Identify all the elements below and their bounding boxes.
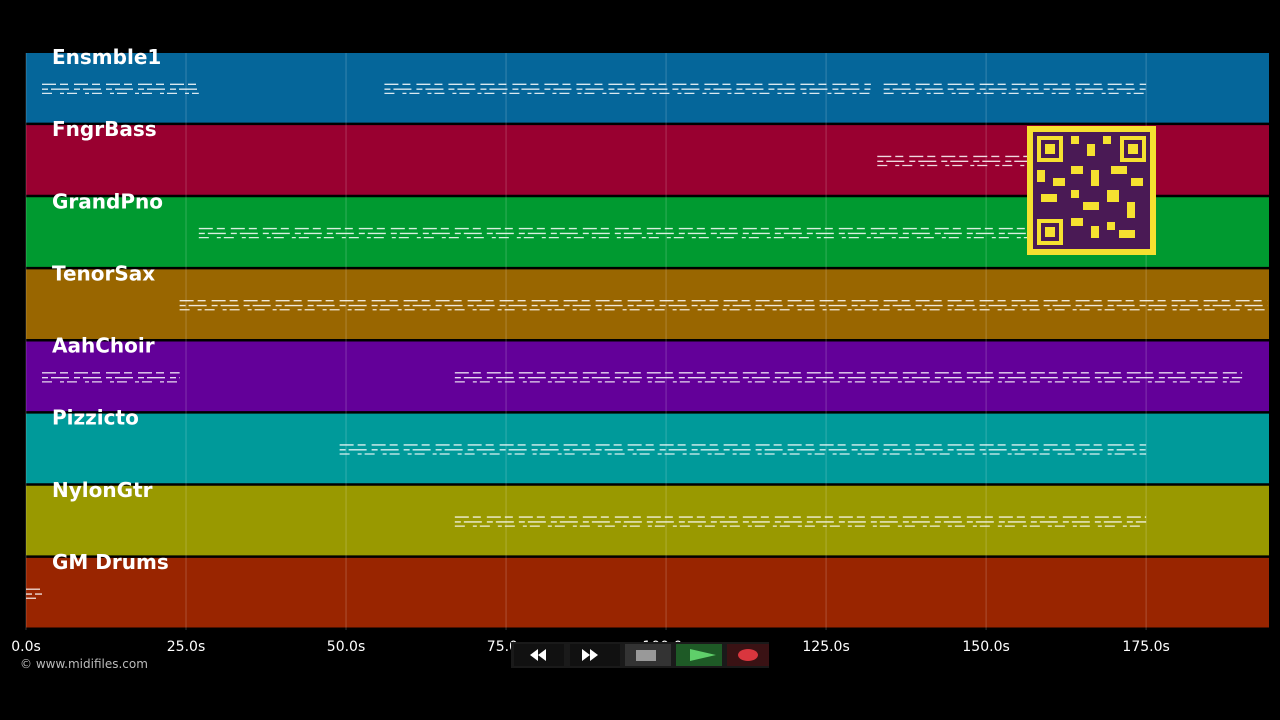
track-name: Pizzicto	[52, 406, 139, 430]
track-name: GrandPno	[52, 189, 163, 213]
transport	[511, 642, 769, 668]
x-tick-label: 50.0s	[327, 639, 365, 655]
record-button[interactable]	[727, 644, 769, 666]
x-tick-label: 125.0s	[802, 639, 849, 655]
track-band	[26, 557, 1269, 628]
stop-button[interactable]	[625, 644, 671, 666]
x-tick-label: 150.0s	[962, 639, 1009, 655]
rewind-button[interactable]	[514, 644, 564, 666]
grid	[25, 53, 1147, 630]
notes	[26, 83, 1268, 599]
track-band	[26, 269, 1269, 339]
track-name: FngrBass	[52, 117, 157, 141]
track-name: AahChoir	[52, 334, 155, 358]
track-name: Ensmble1	[52, 45, 161, 69]
track-band	[26, 53, 1269, 123]
x-tick-label: 0.0s	[11, 639, 41, 655]
track-band	[26, 413, 1269, 484]
copyright: © www.midifiles.com	[20, 657, 148, 671]
track-name: TenorSax	[52, 261, 155, 285]
qr-code	[1027, 126, 1156, 255]
play-button[interactable]	[676, 644, 722, 666]
x-tick-label: 175.0s	[1122, 639, 1169, 655]
track-band	[26, 341, 1269, 412]
track-name: NylonGtr	[52, 478, 153, 502]
track-band	[26, 485, 1269, 556]
x-tick-label: 25.0s	[167, 639, 205, 655]
forward-button[interactable]	[570, 644, 620, 666]
track-name: GM Drums	[52, 550, 169, 574]
